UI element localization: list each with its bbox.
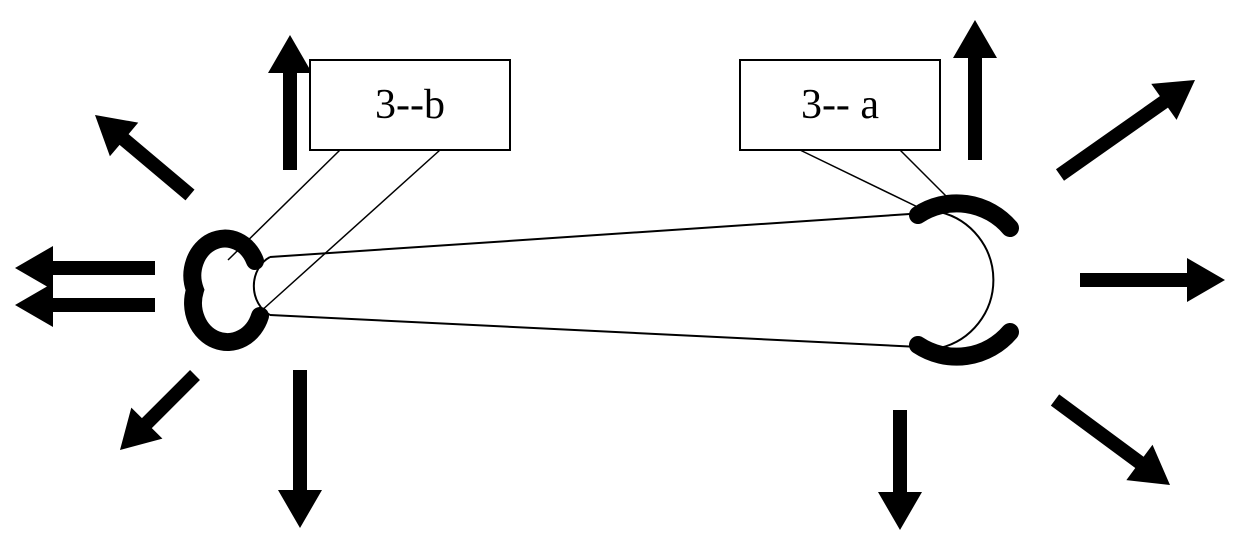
arrow-right-up: [953, 20, 997, 160]
thick-arc-3b: [192, 239, 260, 342]
arrow-right-upright: [1056, 80, 1195, 181]
thick-arc-3a-bottom: [918, 332, 1010, 357]
arrow-left-upleft: [95, 115, 195, 200]
airfoil-top-line: [270, 212, 940, 257]
airfoil-leading-thin: [940, 212, 993, 348]
leader-b-1: [260, 150, 440, 312]
arrow-left-left-top: [15, 246, 155, 290]
arrow-left-up: [268, 35, 312, 170]
arrow-left-downleft: [120, 370, 200, 450]
label-text-a: 3-- a: [801, 82, 879, 128]
arrow-right-downright: [1051, 394, 1170, 485]
thick-arc-3a-top: [918, 203, 1010, 228]
arrow-left-left-bot: [15, 283, 155, 327]
arrow-right-right: [1080, 258, 1225, 302]
arrow-left-down: [278, 370, 322, 528]
arrow-right-down: [878, 410, 922, 530]
label-text-b: 3--b: [375, 82, 445, 128]
airfoil-bottom-line: [270, 315, 940, 348]
